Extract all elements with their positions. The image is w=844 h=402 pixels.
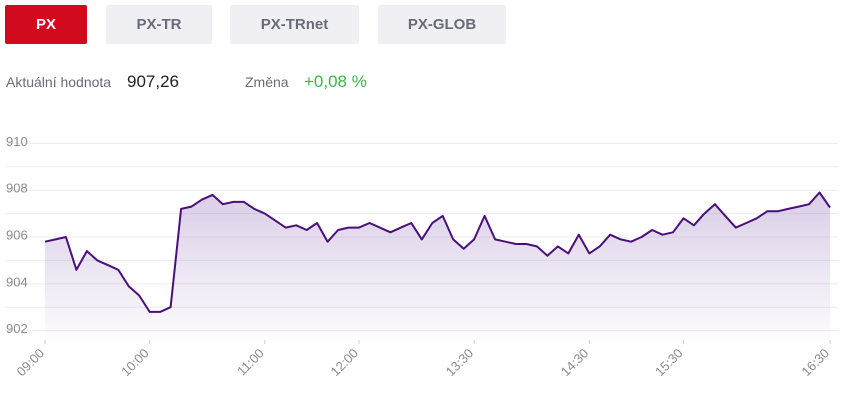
- tab[interactable]: PX: [5, 5, 87, 44]
- x-tick-label: 14:30: [558, 346, 592, 380]
- y-tick-label: 910: [6, 134, 28, 149]
- y-tick-label: 902: [6, 321, 28, 336]
- tab[interactable]: PX-TR: [106, 5, 212, 44]
- y-tick-label: 906: [6, 227, 28, 242]
- x-tick-label: 11:00: [234, 346, 267, 379]
- tab[interactable]: PX-GLOB: [378, 5, 506, 44]
- x-tick-label: 16:30: [799, 346, 833, 380]
- x-tick-label: 12:00: [328, 346, 362, 380]
- change-label: Změna: [245, 74, 289, 90]
- x-tick-label: 15:30: [652, 346, 686, 380]
- y-tick-label: 908: [6, 181, 28, 196]
- value: 907,26: [127, 72, 179, 91]
- x-tick-label: 09:00: [14, 346, 48, 380]
- y-tick-label: 904: [6, 274, 28, 289]
- x-tick-label: 13:30: [443, 346, 477, 380]
- x-tick-label: 10:00: [118, 346, 152, 380]
- change: +0,08 %: [304, 72, 367, 91]
- line: [44, 191, 831, 313]
- value-label: Aktuální hodnota: [6, 74, 112, 90]
- area: [45, 192, 830, 340]
- tab[interactable]: PX-TRnet: [230, 5, 359, 44]
